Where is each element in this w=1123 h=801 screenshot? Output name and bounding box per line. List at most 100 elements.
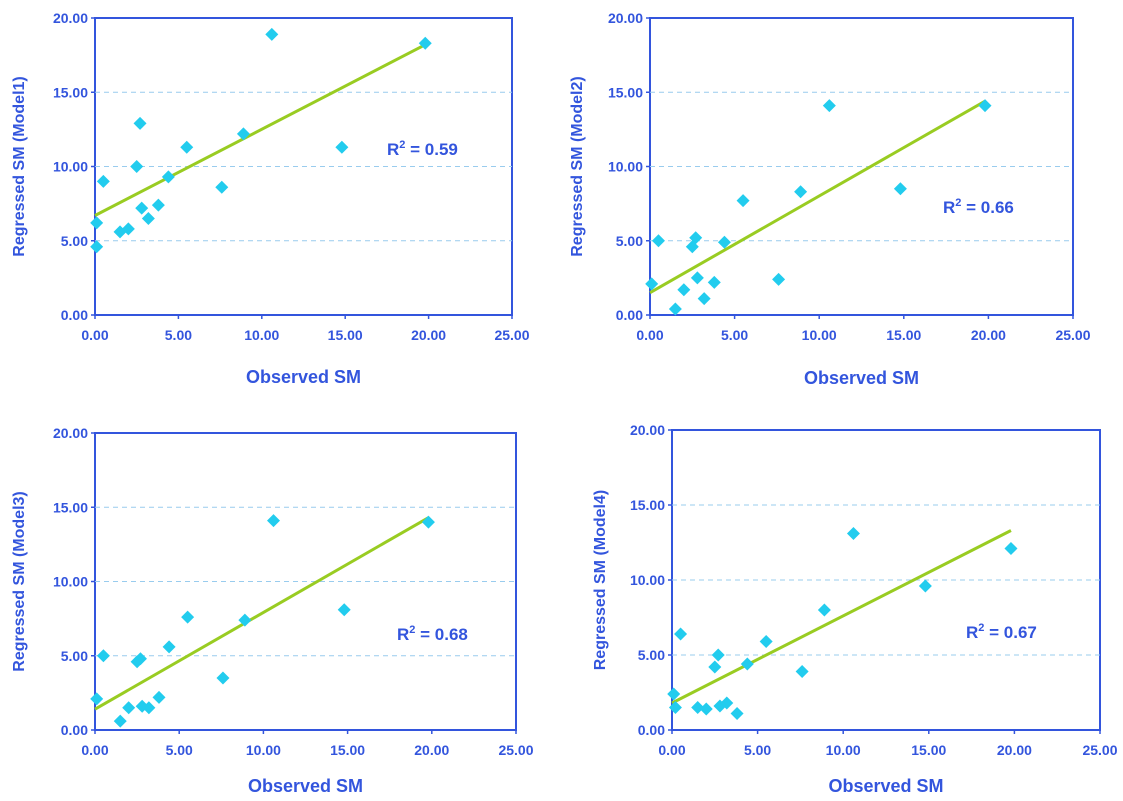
- r-squared-label: R2 = 0.67: [966, 622, 1037, 642]
- data-point: [96, 649, 110, 663]
- data-point: [133, 652, 147, 666]
- x-tick-label: 25.00: [1082, 742, 1117, 758]
- data-point: [238, 613, 252, 627]
- data-point: [711, 648, 725, 662]
- x-tick-label: 5.00: [165, 327, 192, 343]
- data-point: [236, 127, 250, 141]
- x-tick-label: 20.00: [411, 327, 446, 343]
- y-tick-label: 10.00: [630, 572, 665, 588]
- y-tick-label: 10.00: [53, 159, 88, 175]
- x-axis-title: Observed SM: [828, 776, 943, 796]
- trendline: [671, 529, 1012, 705]
- y-tick-label: 10.00: [53, 574, 88, 590]
- y-axis-title: Regressed SM (Model4): [592, 490, 609, 670]
- data-point: [740, 657, 754, 671]
- data-point: [135, 201, 149, 215]
- data-point: [337, 603, 351, 617]
- x-tick-label: 5.00: [166, 742, 193, 758]
- trendline: [94, 43, 426, 217]
- x-tick-label: 25.00: [1055, 327, 1090, 343]
- data-point: [699, 702, 713, 716]
- data-point: [141, 211, 155, 225]
- x-tick-label: 15.00: [328, 327, 363, 343]
- y-tick-label: 20.00: [608, 10, 643, 26]
- x-tick-label: 5.00: [721, 327, 748, 343]
- trendline: [649, 99, 986, 295]
- x-tick-label: 25.00: [498, 742, 533, 758]
- y-tick-label: 15.00: [53, 84, 88, 100]
- data-point: [335, 140, 349, 154]
- x-tick-label: 15.00: [911, 742, 946, 758]
- x-tick-label: 0.00: [81, 742, 108, 758]
- data-point: [645, 277, 659, 291]
- r-squared-label: R2 = 0.66: [943, 197, 1014, 217]
- data-point: [736, 194, 750, 208]
- data-point: [90, 216, 104, 230]
- data-point: [1004, 542, 1018, 555]
- data-point: [90, 692, 104, 706]
- data-point: [161, 170, 175, 184]
- data-point: [893, 182, 907, 196]
- x-tick-label: 15.00: [330, 742, 365, 758]
- x-tick-label: 10.00: [826, 742, 861, 758]
- data-point: [651, 234, 665, 248]
- data-point: [677, 283, 691, 297]
- data-point: [759, 635, 773, 648]
- data-point: [130, 160, 144, 173]
- y-tick-label: 5.00: [61, 648, 88, 664]
- data-point: [180, 140, 194, 154]
- data-point: [113, 714, 127, 728]
- x-tick-label: 0.00: [636, 327, 663, 343]
- data-point: [668, 302, 682, 316]
- data-point: [121, 222, 135, 236]
- data-point: [421, 515, 435, 529]
- data-point: [697, 292, 711, 306]
- x-tick-label: 10.00: [244, 327, 279, 343]
- x-tick-label: 5.00: [744, 742, 771, 758]
- data-point: [795, 665, 809, 678]
- x-tick-label: 10.00: [246, 742, 281, 758]
- data-point: [720, 696, 734, 710]
- data-point: [707, 275, 721, 289]
- data-point: [690, 271, 704, 285]
- y-tick-label: 0.00: [61, 307, 88, 323]
- chart-panel-3: 0.00 5.00 10.00 15.00 20.00 0.00 5.00 10.00 15.0…: [11, 425, 534, 796]
- x-tick-label: 10.00: [802, 327, 837, 343]
- data-point: [265, 27, 279, 41]
- data-point: [794, 185, 808, 199]
- data-point: [90, 240, 104, 254]
- data-point: [730, 707, 744, 720]
- y-tick-label: 0.00: [638, 722, 665, 738]
- y-axis-title: Regressed SM (Model3): [11, 491, 28, 671]
- data-point: [668, 701, 682, 714]
- y-tick-label: 20.00: [53, 425, 88, 441]
- data-point: [918, 579, 932, 593]
- y-tick-label: 20.00: [630, 422, 665, 438]
- data-point: [142, 701, 156, 715]
- data-point: [817, 603, 831, 617]
- data-point: [133, 116, 147, 130]
- x-tick-label: 20.00: [997, 742, 1032, 758]
- data-point: [418, 36, 432, 50]
- y-tick-label: 15.00: [53, 499, 88, 515]
- x-tick-label: 0.00: [658, 742, 685, 758]
- y-tick-label: 0.00: [616, 307, 643, 323]
- y-tick-label: 10.00: [608, 159, 643, 175]
- r-squared-label: R2 = 0.59: [387, 139, 458, 159]
- data-point: [772, 272, 786, 286]
- data-point: [674, 627, 688, 641]
- y-tick-label: 15.00: [608, 84, 643, 100]
- data-point: [215, 180, 229, 194]
- x-axis-title: Observed SM: [804, 368, 919, 388]
- data-point: [667, 687, 681, 701]
- data-point: [216, 671, 230, 685]
- data-point: [151, 198, 165, 212]
- x-tick-label: 20.00: [414, 742, 449, 758]
- data-point: [152, 690, 166, 704]
- data-point: [267, 514, 281, 528]
- chart-panel-2: 0.00 5.00 10.00 15.00 20.00 0.00 5.00 10.00 15.0…: [569, 10, 1091, 388]
- x-tick-label: 15.00: [886, 327, 921, 343]
- y-axis-title: Regressed SM (Model1): [11, 76, 28, 256]
